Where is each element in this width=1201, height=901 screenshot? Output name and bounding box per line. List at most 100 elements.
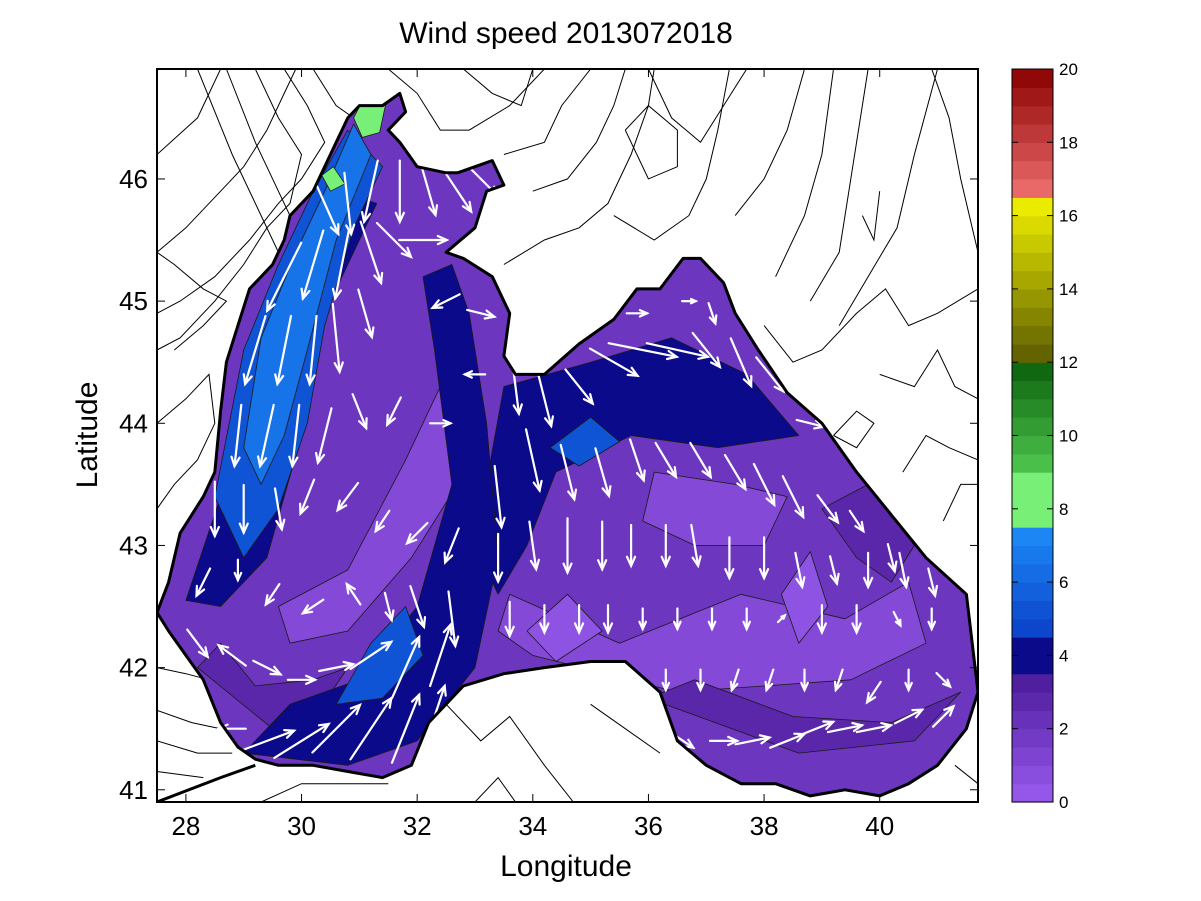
wind-vector-arrow: [660, 523, 671, 569]
colorbar-step: [1012, 398, 1053, 418]
wind-vector-arrow: [625, 523, 637, 569]
wind-vector-arrow: [493, 532, 504, 585]
land-isotach-line: [157, 740, 233, 754]
wind-vector-arrow: [559, 443, 578, 502]
wind-vector-arrow: [286, 674, 318, 686]
colorbar-tick-label: 6: [1059, 573, 1068, 592]
wind-vector-arrow: [405, 521, 429, 546]
y-tick-label: 46: [119, 164, 148, 194]
wind-vector-arrow: [442, 169, 473, 214]
wind-vector-arrow: [242, 314, 267, 387]
wind-vector-arrow: [689, 441, 713, 480]
colorbar-step: [1012, 325, 1053, 345]
wind-vector-arrow: [794, 551, 806, 590]
wind-vector-arrow: [429, 419, 454, 428]
land-isotach-line: [387, 69, 545, 131]
wind-vector-arrow: [816, 603, 828, 636]
wind-vector-arrow: [300, 598, 325, 615]
land-isotach-line: [157, 69, 303, 351]
wind-vector-arrow: [927, 567, 939, 599]
wind-vector-arrow: [209, 480, 220, 539]
land-isotach-line: [763, 288, 978, 363]
wind-vector-arrow: [723, 454, 747, 492]
wind-vector-arrow: [764, 668, 775, 693]
wind-vector-arrow: [536, 370, 555, 429]
colorbar-step: [1012, 362, 1053, 382]
wind-vector-arrow: [252, 659, 283, 676]
land-isotach-line: [734, 69, 805, 216]
colorbar-step: [1012, 197, 1053, 217]
wind-vectors: [186, 159, 956, 764]
wind-vector-arrow: [493, 464, 506, 530]
colorbar-step: [1012, 288, 1053, 308]
wind-vector-arrow: [800, 668, 809, 693]
wind-vector-arrow: [562, 517, 573, 576]
wind-vector-arrow: [524, 428, 543, 494]
y-tick-label: 44: [119, 408, 148, 438]
colorbar-step: [1012, 710, 1053, 730]
wind-vector-arrow: [230, 403, 243, 469]
wind-vector-arrow: [343, 171, 356, 237]
land-isotach-line: [613, 69, 730, 241]
colorbar-tick-label: 12: [1059, 353, 1078, 372]
speed-contour-region: [335, 606, 424, 705]
wind-vector-arrow: [539, 603, 550, 636]
colorbar-step: [1012, 637, 1053, 656]
wind-vector-arrow: [707, 607, 717, 632]
colorbar-tick-label: 8: [1059, 500, 1068, 519]
land-isotach-line: [942, 483, 978, 522]
sea-speed-contours: [157, 93, 978, 796]
land-isotach-line: [474, 776, 516, 802]
wind-vector-arrow: [690, 523, 702, 569]
land-isotach-line: [157, 69, 222, 155]
wind-vector-arrow: [729, 337, 753, 389]
wind-vector-arrow: [851, 603, 862, 636]
wind-vector-arrow: [466, 308, 497, 320]
speed-contour-region: [243, 123, 372, 485]
wind-vector-arrow: [288, 403, 301, 469]
wind-vector-arrow: [607, 342, 680, 361]
wind-vector-arrow: [752, 462, 776, 508]
speed-contour-region: [648, 679, 962, 754]
x-tick-label: 30: [287, 811, 316, 841]
wind-vector-arrow: [816, 494, 840, 525]
wind-vector-arrow: [696, 668, 705, 693]
wind-vector-arrow: [893, 708, 925, 725]
colorbar-step: [1012, 142, 1053, 162]
colorbar-step: [1012, 307, 1053, 327]
colorbar-tick-label: 16: [1059, 207, 1078, 226]
colorbar-step: [1012, 69, 1053, 88]
wind-vector-arrow: [935, 671, 952, 689]
wind-vector-arrow: [776, 613, 787, 624]
wind-vector-arrow: [758, 536, 770, 581]
land-isotach-line: [902, 434, 978, 473]
wind-vector-arrow: [734, 734, 773, 746]
y-tick-label: 41: [119, 775, 148, 805]
colorbar-step: [1012, 527, 1053, 546]
wind-vector-arrow: [274, 314, 293, 387]
wind-vector-arrow: [672, 607, 682, 632]
colorbar-step: [1012, 692, 1053, 711]
wind-vector-arrow: [409, 584, 427, 630]
wind-vector-arrow: [233, 558, 243, 583]
wind-vector-arrow: [826, 721, 865, 734]
wind-vector-arrow: [927, 607, 937, 632]
colorbar-step: [1012, 215, 1053, 235]
wind-vector-arrow: [462, 370, 487, 379]
wind-vector-arrow: [351, 393, 368, 431]
wind-vector-arrow: [195, 567, 212, 599]
colorbar-step: [1012, 783, 1053, 803]
wind-vector-arrow: [708, 735, 740, 747]
wind-vector-arrow: [680, 297, 699, 305]
wind-vector-arrow: [588, 347, 640, 378]
wind-vector-arrow: [528, 520, 541, 572]
colorbar-tick-label: 2: [1059, 720, 1068, 739]
y-tick-label: 45: [119, 286, 148, 316]
colorbar-step: [1012, 508, 1053, 528]
colorbar-step: [1012, 417, 1053, 437]
colorbar-tick-label: 18: [1059, 133, 1078, 152]
wind-vector-arrow: [862, 551, 874, 590]
wind-vector-arrow: [374, 509, 391, 534]
speed-contour-region: [474, 337, 800, 595]
